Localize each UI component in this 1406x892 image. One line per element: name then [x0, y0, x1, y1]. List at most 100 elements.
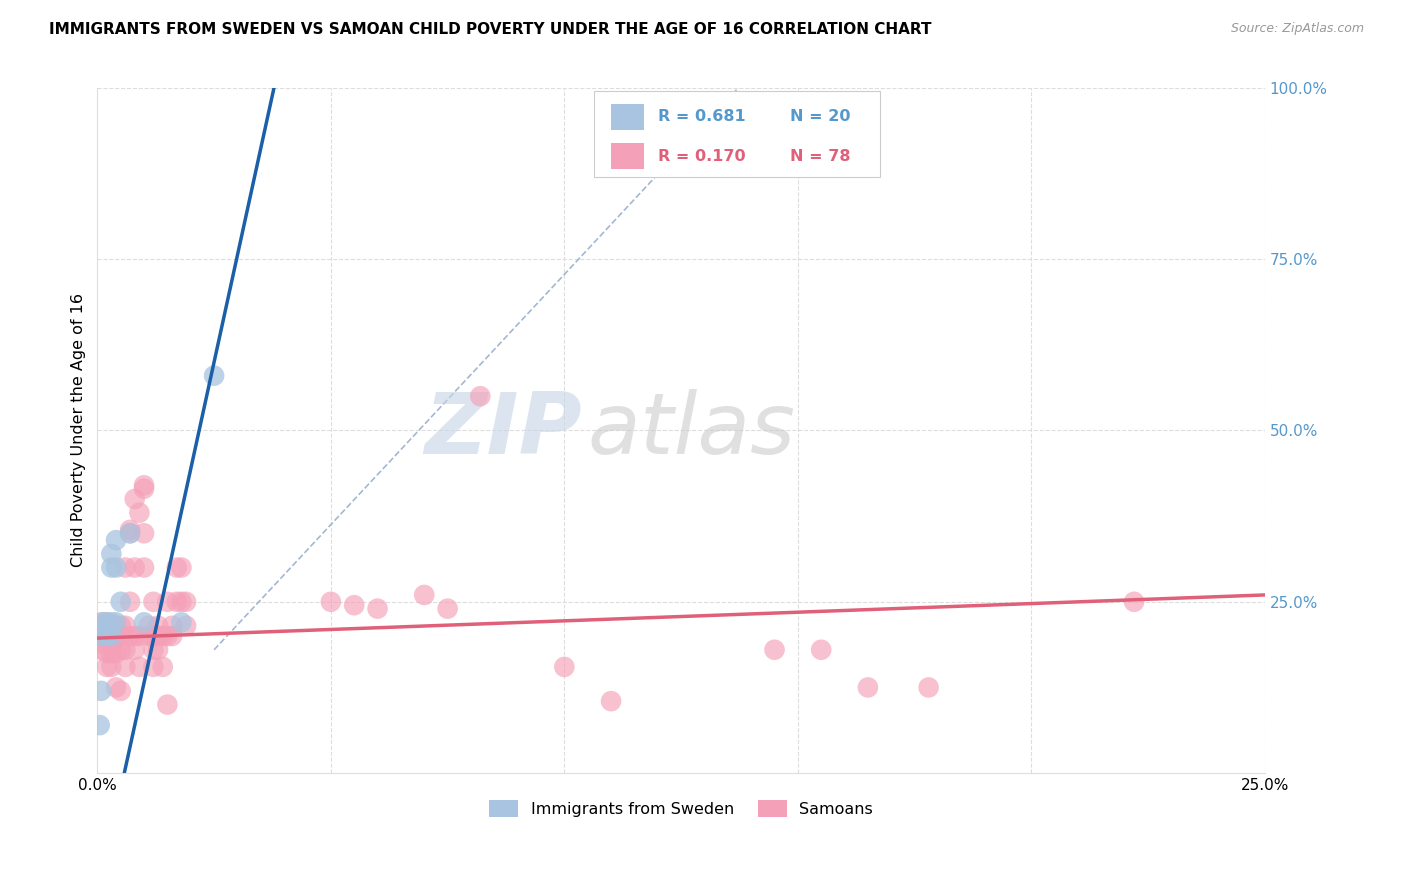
- Point: [105, 646, 128, 660]
- Point: [91, 615, 114, 630]
- Text: N = 78: N = 78: [790, 149, 851, 164]
- Point: [114, 619, 136, 633]
- Point: [100, 632, 122, 647]
- Point: [96, 615, 118, 630]
- Point: [96, 629, 118, 643]
- Text: R = 0.170: R = 0.170: [658, 149, 745, 164]
- Point: [100, 619, 122, 633]
- Point: [1123, 595, 1146, 609]
- Point: [100, 547, 122, 561]
- Point: [118, 526, 141, 541]
- Point: [124, 629, 146, 643]
- Point: [553, 660, 575, 674]
- Point: [138, 629, 160, 643]
- Point: [118, 526, 141, 541]
- Point: [124, 560, 146, 574]
- Point: [170, 615, 193, 630]
- Point: [105, 681, 128, 695]
- Point: [170, 595, 193, 609]
- Point: [118, 629, 141, 643]
- Point: [856, 681, 879, 695]
- Point: [166, 560, 188, 574]
- Point: [152, 660, 174, 674]
- Point: [96, 646, 118, 660]
- Point: [132, 478, 155, 492]
- Point: [110, 684, 132, 698]
- Point: [146, 642, 169, 657]
- Point: [470, 389, 492, 403]
- Point: [413, 588, 436, 602]
- Point: [89, 718, 111, 732]
- Point: [105, 533, 128, 548]
- Point: [105, 615, 128, 630]
- Point: [132, 482, 155, 496]
- Point: [124, 491, 146, 506]
- Point: [96, 615, 118, 630]
- Point: [128, 660, 150, 674]
- Text: atlas: atlas: [588, 389, 796, 472]
- Point: [105, 629, 128, 643]
- Text: ZIP: ZIP: [425, 389, 582, 472]
- Point: [156, 698, 179, 712]
- Point: [96, 660, 118, 674]
- Point: [917, 681, 939, 695]
- Point: [96, 632, 118, 647]
- Point: [91, 615, 114, 630]
- Point: [91, 642, 114, 657]
- Text: Source: ZipAtlas.com: Source: ZipAtlas.com: [1230, 22, 1364, 36]
- Point: [91, 622, 114, 636]
- Point: [156, 629, 179, 643]
- Point: [763, 642, 786, 657]
- Text: IMMIGRANTS FROM SWEDEN VS SAMOAN CHILD POVERTY UNDER THE AGE OF 16 CORRELATION C: IMMIGRANTS FROM SWEDEN VS SAMOAN CHILD P…: [49, 22, 932, 37]
- Point: [100, 629, 122, 643]
- Point: [105, 560, 128, 574]
- Point: [96, 619, 118, 633]
- Point: [600, 694, 623, 708]
- Point: [160, 629, 183, 643]
- Point: [174, 595, 197, 609]
- Point: [124, 642, 146, 657]
- Point: [166, 595, 188, 609]
- Point: [810, 642, 832, 657]
- Point: [118, 595, 141, 609]
- Text: N = 20: N = 20: [790, 110, 851, 124]
- Point: [128, 506, 150, 520]
- Point: [142, 642, 165, 657]
- Point: [202, 368, 225, 383]
- Legend: Immigrants from Sweden, Samoans: Immigrants from Sweden, Samoans: [482, 794, 880, 823]
- Point: [110, 595, 132, 609]
- Point: [100, 646, 122, 660]
- Point: [110, 619, 132, 633]
- Point: [160, 619, 183, 633]
- Point: [96, 622, 118, 636]
- Point: [91, 636, 114, 650]
- Point: [105, 632, 128, 647]
- Point: [114, 560, 136, 574]
- Point: [152, 629, 174, 643]
- Point: [114, 660, 136, 674]
- Point: [118, 523, 141, 537]
- FancyBboxPatch shape: [612, 144, 644, 169]
- Point: [110, 642, 132, 657]
- Point: [142, 629, 165, 643]
- Point: [91, 619, 114, 633]
- Text: R = 0.681: R = 0.681: [658, 110, 745, 124]
- Point: [114, 642, 136, 657]
- Point: [319, 595, 342, 609]
- Point: [138, 619, 160, 633]
- Point: [132, 615, 155, 630]
- Point: [146, 619, 169, 633]
- Point: [436, 601, 458, 615]
- Point: [100, 615, 122, 630]
- Point: [105, 619, 128, 633]
- Point: [142, 660, 165, 674]
- Point: [100, 629, 122, 643]
- Point: [91, 629, 114, 643]
- Point: [132, 526, 155, 541]
- Point: [156, 595, 179, 609]
- Point: [128, 629, 150, 643]
- Point: [367, 601, 389, 615]
- Point: [100, 560, 122, 574]
- Point: [100, 660, 122, 674]
- FancyBboxPatch shape: [612, 103, 644, 130]
